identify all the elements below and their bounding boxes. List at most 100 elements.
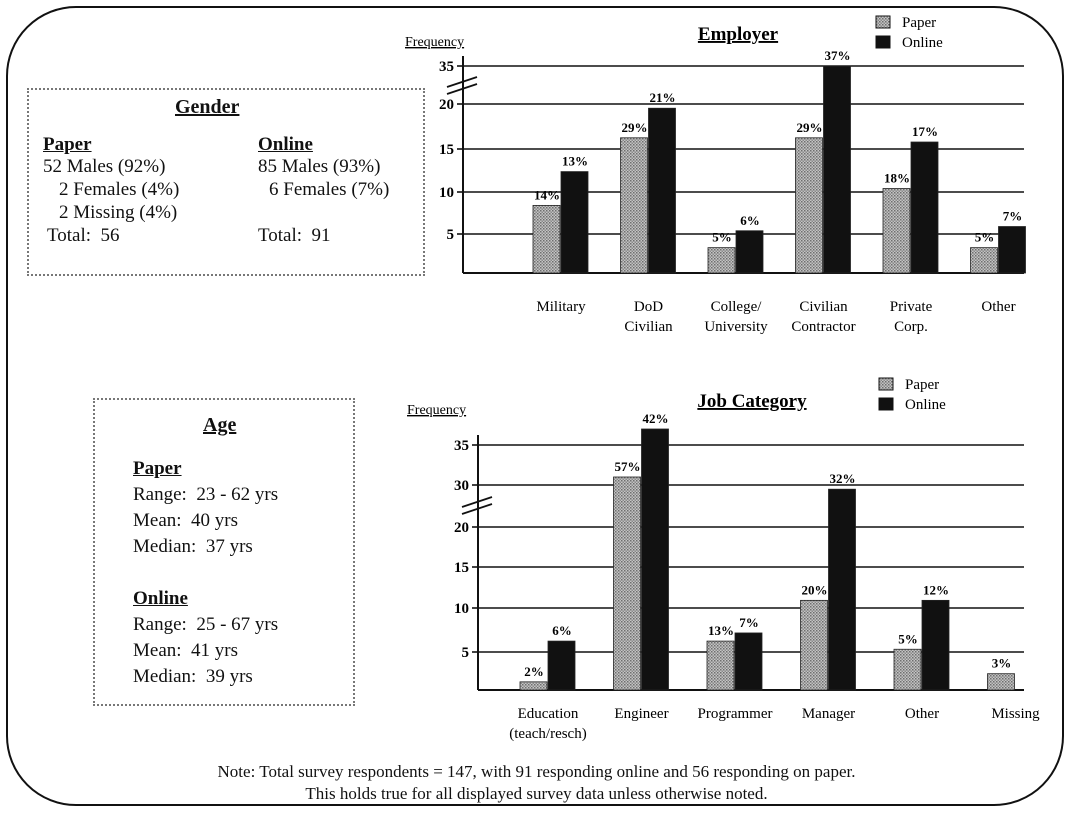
job-category-bar-paper — [706, 640, 735, 691]
job-category-data-label: 5% — [898, 631, 918, 646]
employer-bar-paper — [620, 137, 648, 274]
age-box: Age Paper Range: 23 - 62 yrs Mean: 40 yr… — [93, 398, 355, 706]
job-category-bar-paper — [893, 648, 922, 691]
employer-category-label: College/ — [711, 299, 763, 315]
job-category-tick-label: 35 — [454, 438, 469, 454]
employer-data-label: 21% — [650, 90, 676, 105]
job-category-data-label: 42% — [643, 411, 669, 426]
employer-bar-paper — [970, 247, 998, 274]
age-paper-line: Median: 37 yrs — [133, 536, 253, 557]
employer-chart-title: Employer — [698, 24, 779, 45]
job-category-bar-online — [547, 640, 576, 691]
age-online-line: Median: 39 yrs — [133, 666, 253, 687]
employer-bar-paper — [795, 137, 823, 274]
job-category-category-label: Engineer — [614, 706, 668, 722]
employer-tick-label: 20 — [439, 97, 454, 113]
employer-data-label: 7% — [1003, 209, 1023, 224]
employer-data-label: 37% — [825, 48, 851, 63]
job-category-data-label: 20% — [802, 582, 828, 597]
job-category-data-label: 13% — [708, 623, 734, 638]
job-category-tick-label: 30 — [454, 478, 469, 494]
job-category-legend-label: Paper — [905, 377, 939, 393]
employer-bar-online — [910, 141, 939, 274]
employer-legend-swatch — [875, 35, 891, 49]
job-category-bar-paper — [519, 681, 548, 691]
age-online-line: Mean: 41 yrs — [133, 640, 239, 661]
job-category-legend-swatch — [878, 377, 894, 391]
employer-legend-label: Online — [902, 35, 943, 51]
job-category-tick-label: 15 — [454, 560, 469, 576]
employer-bar-online — [735, 230, 764, 274]
employer-bar-online — [560, 171, 589, 274]
job-category-axis-break — [461, 503, 493, 515]
gender-paper-line: 2 Females (4%) — [59, 179, 180, 200]
job-category-category-label: Programmer — [698, 706, 773, 722]
age-online-heading: Online — [133, 588, 188, 609]
job-category-axis-break — [461, 496, 493, 508]
job-category-category-label: Manager — [802, 706, 855, 722]
employer-category-label: Civilian — [624, 319, 673, 335]
job-category-bar-online — [828, 488, 856, 691]
job-category-category-label: (teach/resch) — [509, 726, 586, 742]
gender-paper-line: Total: 56 — [47, 225, 120, 246]
job-category-legend-swatch — [878, 397, 894, 411]
employer-category-label: Military — [536, 299, 586, 315]
employer-tick-label: 15 — [439, 142, 454, 158]
job-category-bar-paper — [987, 673, 1015, 691]
job-category-category-label: Education — [518, 706, 579, 722]
slide-frame — [6, 6, 1064, 806]
employer-data-label: 29% — [797, 120, 823, 135]
employer-category-label: Corp. — [894, 319, 928, 335]
age-paper-line: Range: 23 - 62 yrs — [133, 484, 279, 505]
job-category-legend-label: Online — [905, 397, 946, 413]
job-category-bar-online — [641, 428, 669, 691]
age-paper-line: Mean: 40 yrs — [133, 510, 239, 531]
job-category-bar-paper — [613, 476, 641, 691]
gender-online-line: 6 Females (7%) — [269, 179, 390, 200]
employer-bar-online — [823, 65, 851, 274]
employer-data-label: 5% — [975, 230, 995, 245]
employer-axis-break — [446, 76, 478, 88]
employer-bar-paper — [707, 247, 736, 274]
gender-paper-line: 2 Missing (4%) — [59, 202, 178, 223]
employer-tick-label: 10 — [439, 185, 454, 201]
job-category-data-label: 3% — [992, 656, 1012, 671]
age-online-line: Range: 25 - 67 yrs — [133, 614, 279, 635]
job-category-y-axis-label: Frequency — [407, 403, 466, 418]
job-category-tick-label: 10 — [454, 601, 469, 617]
employer-tick-label: 5 — [447, 227, 455, 243]
gender-box: Gender Paper 52 Males (92%) 2 Females (4… — [27, 88, 425, 276]
employer-tick-label: 35 — [439, 59, 454, 75]
employer-y-axis-label: Frequency — [405, 35, 464, 50]
employer-bar-online — [998, 226, 1026, 274]
employer-data-label: 6% — [740, 213, 760, 228]
employer-category-label: Private — [890, 299, 933, 315]
job-category-category-label: Missing — [991, 706, 1040, 722]
employer-legend-label: Paper — [902, 15, 936, 31]
gender-paper-line: 52 Males (92%) — [43, 156, 166, 177]
age-title: Age — [203, 414, 237, 436]
employer-bar-online — [648, 107, 676, 274]
employer-category-label: DoD — [634, 299, 663, 315]
employer-data-label: 5% — [712, 230, 732, 245]
job-category-data-label: 57% — [615, 459, 641, 474]
employer-data-label: 29% — [622, 120, 648, 135]
employer-axis-break — [446, 83, 478, 95]
job-category-data-label: 7% — [739, 615, 759, 630]
gender-online-heading: Online — [258, 134, 313, 155]
job-category-tick-label: 5 — [462, 645, 470, 661]
gender-online-line: 85 Males (93%) — [258, 156, 381, 177]
employer-category-label: Other — [981, 299, 1015, 315]
job-category-bar-online — [921, 599, 950, 691]
job-category-bar-paper — [800, 599, 828, 691]
employer-legend-swatch — [875, 15, 891, 29]
note-line-2: This holds true for all displayed survey… — [305, 784, 768, 803]
employer-category-label: Contractor — [791, 319, 855, 335]
gender-paper-heading: Paper — [43, 134, 92, 155]
employer-data-label: 13% — [562, 154, 588, 169]
job-category-tick-label: 20 — [454, 520, 469, 536]
age-paper-heading: Paper — [133, 458, 182, 479]
job-category-chart-title: Job Category — [697, 391, 807, 412]
gender-online-line: Total: 91 — [258, 225, 331, 246]
